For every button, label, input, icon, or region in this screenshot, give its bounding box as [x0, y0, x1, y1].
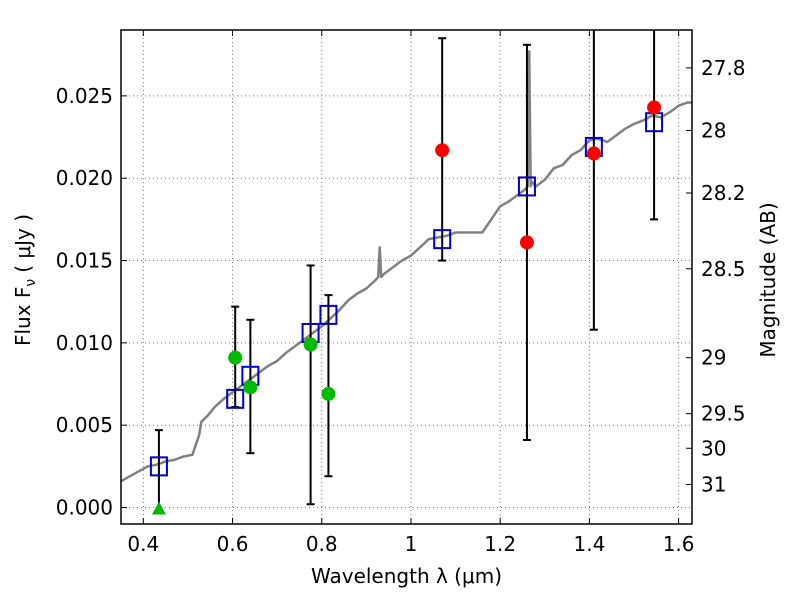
model-spectrum — [121, 50, 692, 483]
x-axis-label: Wavelength λ (μm) — [311, 564, 502, 588]
data-point-2 — [303, 337, 318, 352]
y2-tick-label-6: 30 — [701, 436, 726, 460]
data-point-4 — [435, 143, 450, 158]
x-tick-label-0: 0.4 — [127, 532, 159, 556]
ticks: 0.4 0.6 0.8 1 1.2 1.4 1.6 0.000 0.005 0.010 0.015 0… — [56, 30, 746, 556]
y-axis-label-sub: ν — [23, 279, 39, 287]
data-point-0 — [228, 350, 243, 365]
data-point-5 — [519, 235, 534, 250]
x-tick-label-6: 1.6 — [663, 532, 695, 556]
y2-tick-label-5: 29.5 — [701, 402, 746, 426]
error-bars — [154, 30, 659, 508]
model-box-4 — [319, 304, 338, 325]
model-photometry-boxes — [149, 112, 664, 477]
grid — [121, 30, 692, 524]
y2-tick-label-3: 28.5 — [701, 257, 746, 281]
y2-tick-label-2: 28.2 — [701, 181, 746, 205]
y-tick-label-0: 0.000 — [56, 496, 113, 520]
y2-tick-label-1: 28 — [701, 118, 726, 142]
y-tick-label-5: 0.025 — [56, 84, 113, 108]
y-axis-label-unit: ( μJy ) — [11, 214, 35, 273]
model-box-5 — [433, 229, 452, 250]
data-point-6 — [586, 146, 601, 161]
x-tick-label-1: 0.6 — [217, 532, 249, 556]
y-tick-label-2: 0.010 — [56, 331, 113, 355]
y-axis-label: Flux Fν ( μJy ) — [11, 214, 39, 346]
model-box-0 — [149, 456, 168, 477]
x-tick-label-5: 1.4 — [573, 532, 605, 556]
y-tick-label-3: 0.015 — [56, 249, 113, 273]
data-point-3 — [321, 386, 336, 401]
y2-axis-label: Magnitude (AB) — [756, 202, 780, 357]
y2-tick-label-0: 27.8 — [701, 56, 746, 80]
data-points — [151, 100, 662, 515]
model-box-6 — [517, 176, 536, 197]
model-spectrum-line — [121, 50, 692, 483]
y2-tick-label-4: 29 — [701, 346, 726, 370]
x-tick-label-4: 1.2 — [484, 532, 516, 556]
data-point-7 — [647, 100, 662, 115]
model-box-1 — [226, 388, 245, 409]
y2-tick-label-7: 31 — [701, 472, 726, 496]
y-axis-label-main: Flux F — [11, 287, 35, 346]
plot-frame — [120, 29, 693, 525]
x-tick-label-3: 1 — [405, 532, 418, 556]
upper-limit-marker-0 — [151, 501, 166, 515]
y-tick-label-4: 0.020 — [56, 166, 113, 190]
x-tick-label-2: 0.8 — [306, 532, 338, 556]
data-point-1 — [243, 380, 258, 395]
y-tick-label-1: 0.005 — [56, 413, 113, 437]
